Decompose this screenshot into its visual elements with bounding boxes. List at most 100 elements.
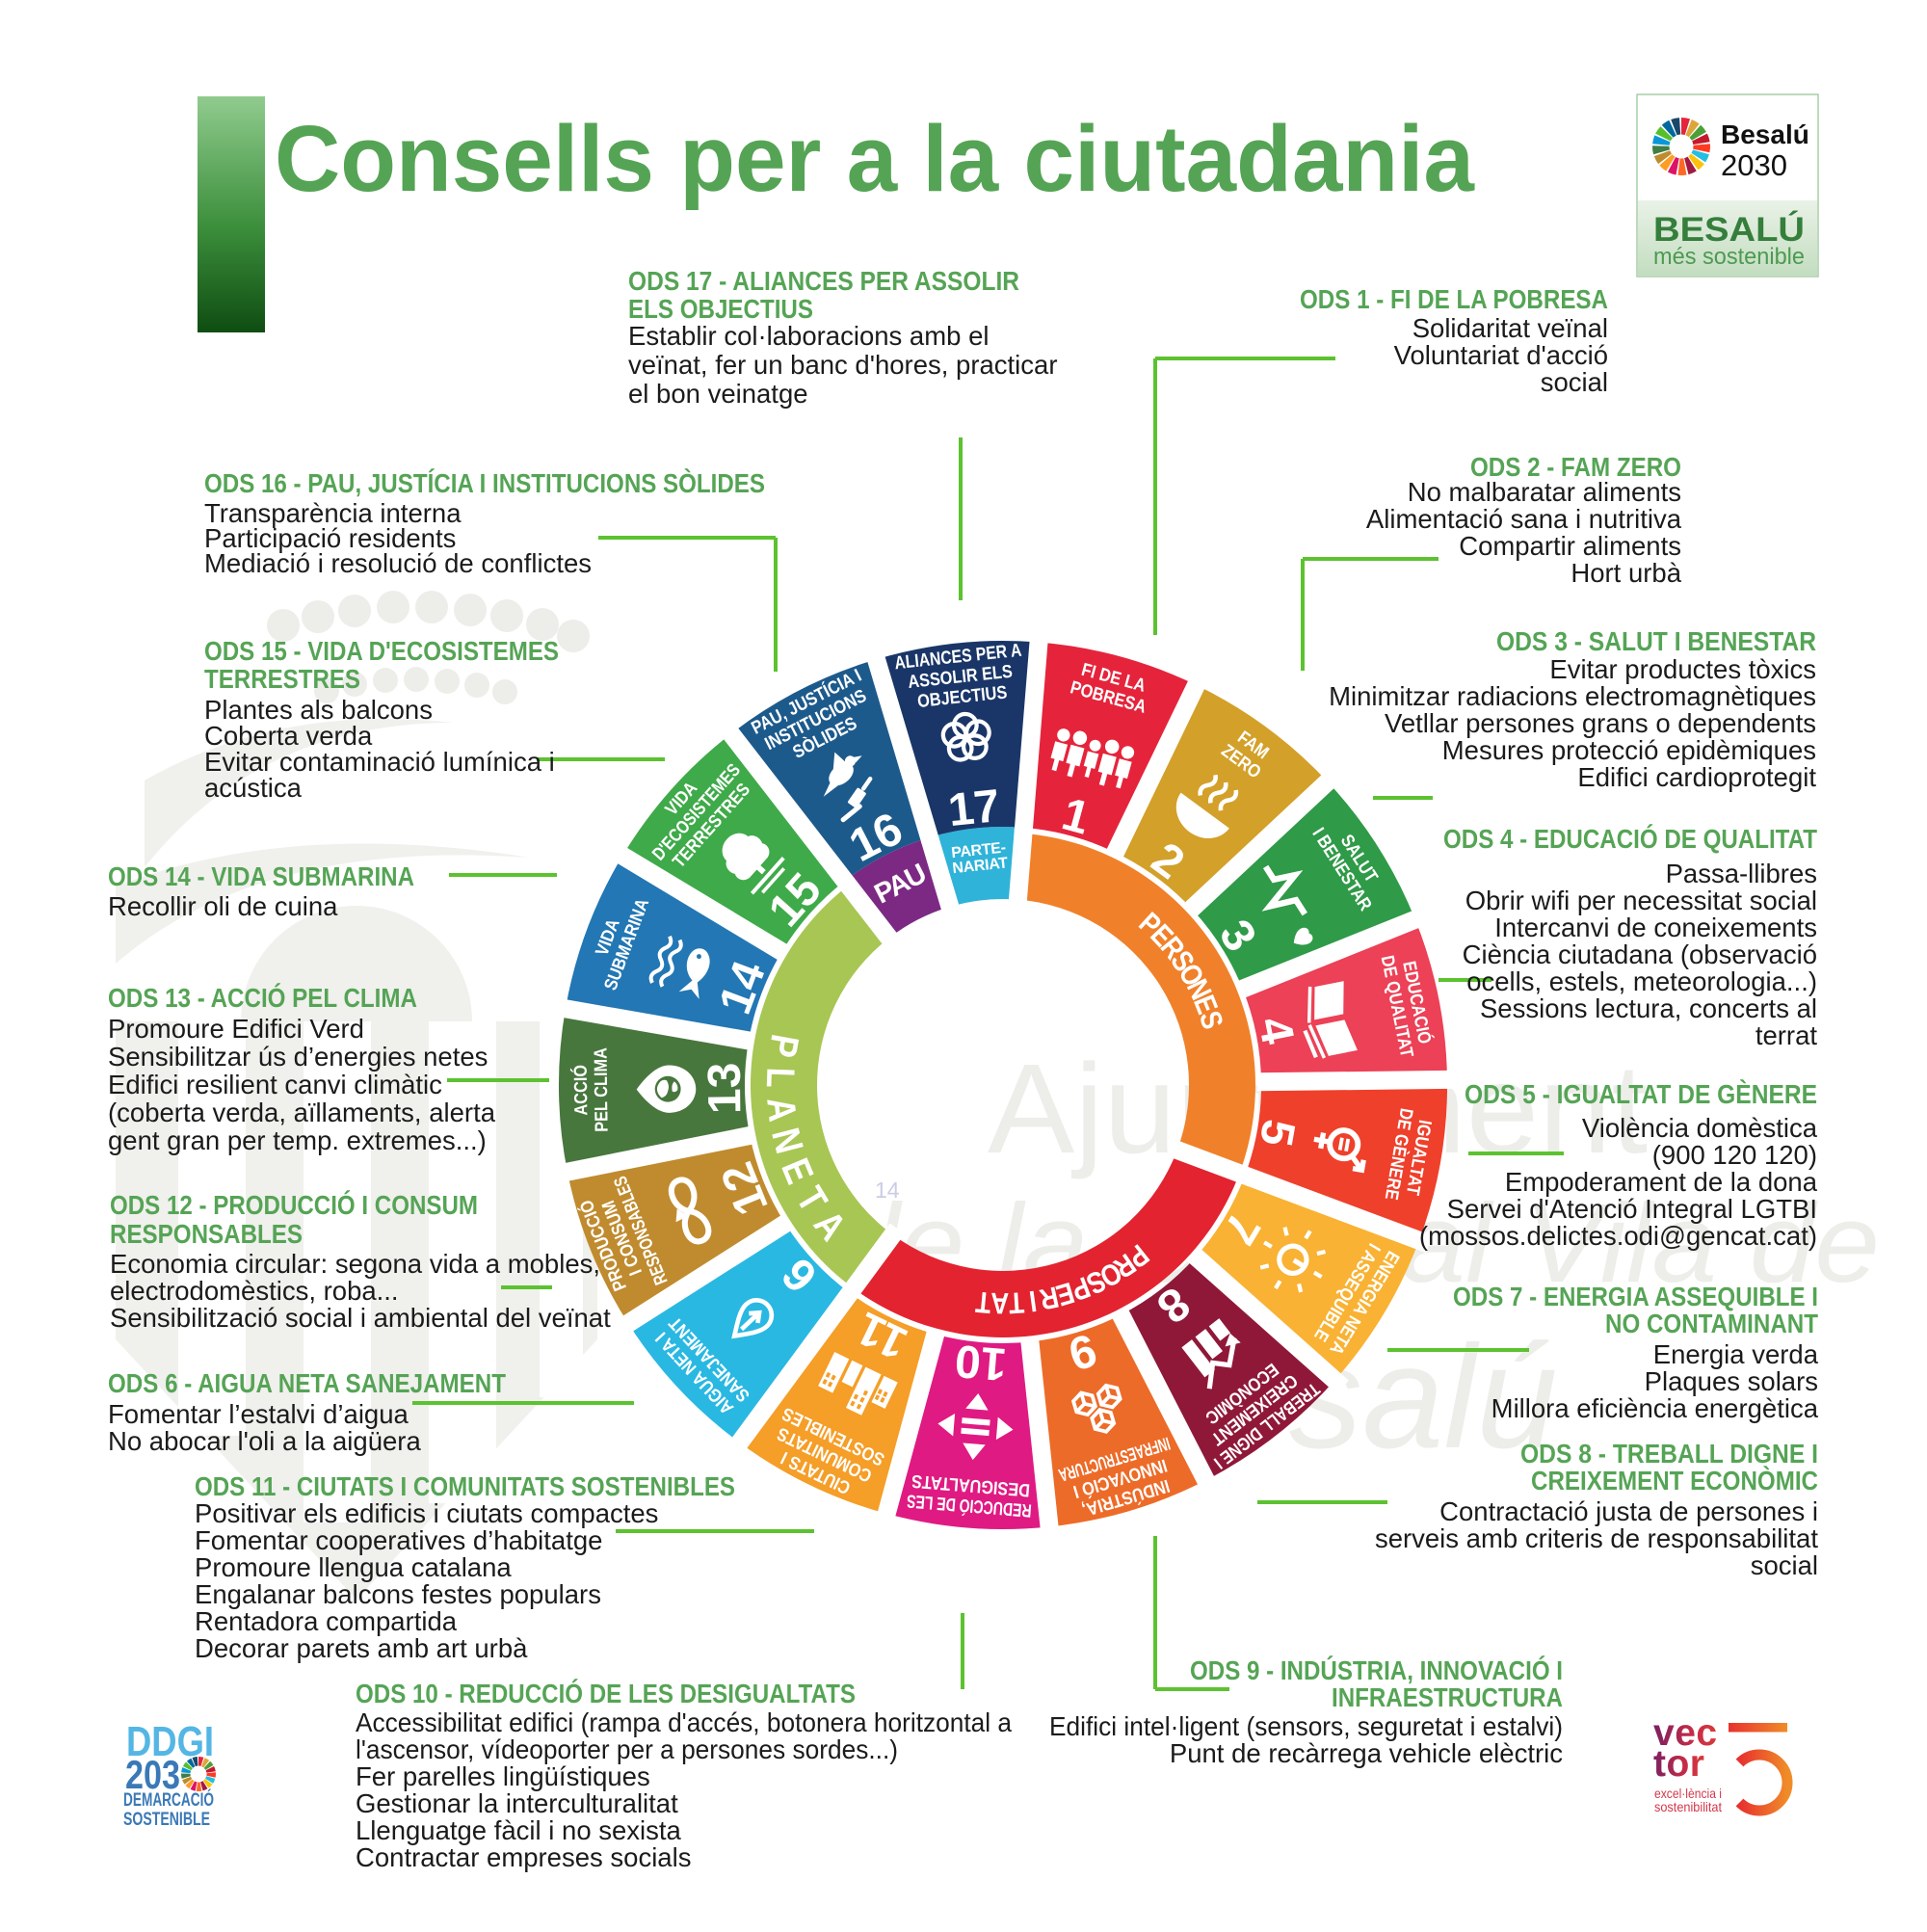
svg-text:sostenibilitat: sostenibilitat xyxy=(1654,1799,1722,1814)
svg-text:Fer parelles lingüístiques: Fer parelles lingüístiques xyxy=(356,1761,650,1791)
svg-text:(coberta verda, aïllaments, al: (coberta verda, aïllaments, alerta xyxy=(108,1098,496,1127)
svg-text:Voluntariat d'acció: Voluntariat d'acció xyxy=(1394,340,1608,370)
svg-text:Coberta verda: Coberta verda xyxy=(204,721,373,751)
svg-text:DEMARCACIÓ: DEMARCACIÓ xyxy=(123,1789,214,1811)
svg-text:NARIAT: NARIAT xyxy=(952,855,1009,877)
svg-text:ODS 14 - VIDA SUBMARINA: ODS 14 - VIDA SUBMARINA xyxy=(108,861,414,891)
svg-text:ODS 13 - ACCIÓ PEL CLIMA: ODS 13 - ACCIÓ PEL CLIMA xyxy=(108,983,417,1013)
svg-text:13: 13 xyxy=(700,1062,752,1114)
svg-text:ELS OBJECTIUS: ELS OBJECTIUS xyxy=(628,294,813,324)
svg-text:Fomentar l’estalvi d’aigua: Fomentar l’estalvi d’aigua xyxy=(108,1399,409,1429)
svg-text:ODS 7 - ENERGIA ASSEQUIBLE I: ODS 7 - ENERGIA ASSEQUIBLE I xyxy=(1453,1282,1818,1311)
svg-text:Ciència ciutadana (observació: Ciència ciutadana (observació xyxy=(1463,940,1817,969)
svg-text:Plantes als balcons: Plantes als balcons xyxy=(204,695,433,725)
svg-text:Edifici resilient canvi climàt: Edifici resilient canvi climàtic xyxy=(108,1070,442,1099)
svg-text:Vetllar persones grans o depen: Vetllar persones grans o dependents xyxy=(1385,708,1816,738)
svg-text:terrat: terrat xyxy=(1755,1020,1818,1050)
svg-text:ACCIÓ: ACCIÓ xyxy=(568,1065,591,1116)
svg-text:més sostenible: més sostenible xyxy=(1653,244,1805,270)
svg-text:Solidaritat veïnal: Solidaritat veïnal xyxy=(1412,313,1608,343)
svg-text:Edifici intel·ligent (sensors,: Edifici intel·ligent (sensors, seguretat… xyxy=(1049,1711,1563,1741)
svg-text:Economia circular: segona vida: Economia circular: segona vida a mobles, xyxy=(110,1249,600,1279)
svg-text:Establir col·laboracions amb e: Establir col·laboracions amb el xyxy=(628,321,989,351)
svg-text:ODS 1 - FI DE LA POBRESA: ODS 1 - FI DE LA POBRESA xyxy=(1300,284,1608,314)
svg-text:Millora eficiència energètica: Millora eficiència energètica xyxy=(1491,1393,1819,1423)
svg-text:ODS 16 - PAU, JUSTÍCIA I INSTI: ODS 16 - PAU, JUSTÍCIA I INSTITUCIONS SÒ… xyxy=(204,468,765,498)
svg-text:Punt de recàrrega vehicle elèc: Punt de recàrrega vehicle elèctric xyxy=(1170,1738,1563,1768)
svg-text:Engalanar balcons festes popul: Engalanar balcons festes populars xyxy=(195,1579,601,1609)
svg-text:Sessions lectura, concerts al: Sessions lectura, concerts al xyxy=(1480,993,1817,1023)
svg-text:ocells, estels, meteorologia..: ocells, estels, meteorologia...) xyxy=(1466,966,1817,996)
svg-text:10: 10 xyxy=(953,1335,1008,1389)
svg-text:el bon veinatge: el bon veinatge xyxy=(628,379,808,409)
svg-text:acústica: acústica xyxy=(204,773,303,803)
svg-text:PEL CLIMA: PEL CLIMA xyxy=(590,1047,612,1132)
svg-text:T: T xyxy=(1007,1285,1024,1320)
svg-text:Sensibilització social i ambie: Sensibilització social i ambiental del v… xyxy=(110,1303,611,1333)
svg-text:Minimitzar radiacions electrom: Minimitzar radiacions electromagnètiques xyxy=(1329,681,1816,711)
svg-text:Transparència interna: Transparència interna xyxy=(204,498,462,528)
svg-text:Servei d'Atenció Integral LGTB: Servei d'Atenció Integral LGTBI xyxy=(1447,1194,1817,1224)
svg-text:ODS 17 - ALIANCES PER ASSOLIR: ODS 17 - ALIANCES PER ASSOLIR xyxy=(628,266,1019,296)
svg-text:Besalú: Besalú xyxy=(1721,119,1809,149)
svg-text:(900 120 120): (900 120 120) xyxy=(1652,1140,1817,1170)
svg-text:Promoure Edifici Verd: Promoure Edifici Verd xyxy=(108,1014,364,1044)
svg-text:Consells per a la ciutadania: Consells per a la ciutadania xyxy=(275,106,1475,211)
svg-text:ODS 12 - PRODUCCIÓ I CONSUM: ODS 12 - PRODUCCIÓ I CONSUM xyxy=(110,1190,478,1220)
svg-text:A: A xyxy=(757,1096,804,1125)
svg-text:SOSTENIBLE: SOSTENIBLE xyxy=(123,1810,210,1830)
svg-text:ODS 15 - VIDA D'ECOSISTEMES: ODS 15 - VIDA D'ECOSISTEMES xyxy=(204,636,559,666)
svg-text:serveis amb criteris de respon: serveis amb criteris de responsabilitat xyxy=(1375,1523,1818,1553)
svg-text:Mediació i resolució de confli: Mediació i resolució de conflictes xyxy=(204,548,592,578)
svg-text:203: 203 xyxy=(125,1752,180,1797)
svg-text:T: T xyxy=(974,1284,992,1319)
svg-text:Rentadora compartida: Rentadora compartida xyxy=(195,1606,458,1636)
svg-text:ODS 11 - CIUTATS I COMUNITATS: ODS 11 - CIUTATS I COMUNITATS SOSTENIBLE… xyxy=(195,1471,735,1501)
svg-text:Promoure llengua catalana: Promoure llengua catalana xyxy=(195,1552,512,1582)
svg-text:Energia verda: Energia verda xyxy=(1653,1339,1819,1369)
svg-text:(mossos.delictes.odi@gencat.ca: (mossos.delictes.odi@gencat.cat) xyxy=(1419,1221,1817,1251)
svg-text:PARTE-: PARTE- xyxy=(950,839,1006,861)
svg-text:No abocar l'oli a la aigüera: No abocar l'oli a la aigüera xyxy=(108,1426,421,1456)
svg-text:ODS 10 - REDUCCIÓ DE LES DESIG: ODS 10 - REDUCCIÓ DE LES DESIGUALTATS xyxy=(356,1679,856,1708)
svg-text:social: social xyxy=(1541,367,1608,397)
svg-text:Plaques solars: Plaques solars xyxy=(1645,1366,1818,1396)
svg-text:Sensibilitzar ús d’energies ne: Sensibilitzar ús d’energies netes xyxy=(108,1042,488,1072)
svg-text:Contractació justa de persones: Contractació justa de persones i xyxy=(1439,1496,1818,1526)
svg-text:ODS 6 - AIGUA NETA SANEJAMENT: ODS 6 - AIGUA NETA SANEJAMENT xyxy=(108,1368,506,1398)
svg-text:social: social xyxy=(1751,1550,1818,1580)
svg-text:electrodomèstics, roba...: electrodomèstics, roba... xyxy=(110,1276,399,1306)
svg-text:ODS 9 - INDÚSTRIA, INNOVACIÓ I: ODS 9 - INDÚSTRIA, INNOVACIÓ I xyxy=(1190,1655,1563,1685)
svg-text:Positivar els edificis i ciuta: Positivar els edificis i ciutats compact… xyxy=(195,1498,658,1528)
svg-text:veïnat, fer un banc d'hores, p: veïnat, fer un banc d'hores, practicar xyxy=(628,350,1058,380)
svg-text:2030: 2030 xyxy=(1721,148,1787,182)
svg-text:l'ascensor, vídeoporter per a: l'ascensor, vídeoporter per a persones s… xyxy=(356,1734,898,1764)
svg-text:Passa-llibres: Passa-llibres xyxy=(1666,859,1817,888)
svg-text:ODS 2 - FAM ZERO: ODS 2 - FAM ZERO xyxy=(1470,452,1681,482)
svg-text:BESALÚ: BESALÚ xyxy=(1653,210,1805,249)
svg-text:ODS 3 - SALUT I BENESTAR: ODS 3 - SALUT I BENESTAR xyxy=(1496,626,1816,656)
svg-text:Evitar contaminació lumínica i: Evitar contaminació lumínica i xyxy=(204,747,555,777)
svg-text:ODS 4 - EDUCACIÓ DE QUALITAT: ODS 4 - EDUCACIÓ DE QUALITAT xyxy=(1443,824,1817,854)
svg-text:No malbaratar aliments: No malbaratar aliments xyxy=(1408,477,1681,507)
svg-text:Intercanvi de coneixements: Intercanvi de coneixements xyxy=(1494,913,1817,942)
svg-text:NO CONTAMINANT: NO CONTAMINANT xyxy=(1605,1309,1818,1338)
svg-text:vec: vec xyxy=(1653,1712,1718,1754)
svg-text:gent gran per temp. extremes..: gent gran per temp. extremes...) xyxy=(108,1125,487,1155)
svg-text:A: A xyxy=(990,1285,1009,1319)
svg-text:ODS 8 - TREBALL DIGNE I: ODS 8 - TREBALL DIGNE I xyxy=(1520,1439,1818,1469)
svg-text:L: L xyxy=(757,1067,802,1089)
svg-text:Gestionar la interculturalitat: Gestionar la interculturalitat xyxy=(356,1788,678,1818)
svg-text:I: I xyxy=(1027,1284,1039,1317)
svg-text:ODS 5 - IGUALTAT DE GÈNERE: ODS 5 - IGUALTAT DE GÈNERE xyxy=(1465,1079,1817,1109)
svg-text:RESPONSABLES: RESPONSABLES xyxy=(110,1219,303,1249)
svg-text:tor: tor xyxy=(1653,1743,1705,1785)
svg-text:Llenguatge fàcil i no sexista: Llenguatge fàcil i no sexista xyxy=(356,1815,682,1845)
svg-text:Contractar empreses socials: Contractar empreses socials xyxy=(356,1842,691,1872)
svg-text:Obrir wifi per necessitat soci: Obrir wifi per necessitat social xyxy=(1465,886,1817,915)
svg-text:14: 14 xyxy=(875,1178,900,1203)
svg-text:Hort urbà: Hort urbà xyxy=(1571,558,1681,588)
svg-text:Alimentació sana i nutritiva: Alimentació sana i nutritiva xyxy=(1366,504,1682,534)
svg-text:Compartir aliments: Compartir aliments xyxy=(1459,531,1681,561)
svg-text:CREIXEMENT ECONÒMIC: CREIXEMENT ECONÒMIC xyxy=(1531,1466,1818,1495)
